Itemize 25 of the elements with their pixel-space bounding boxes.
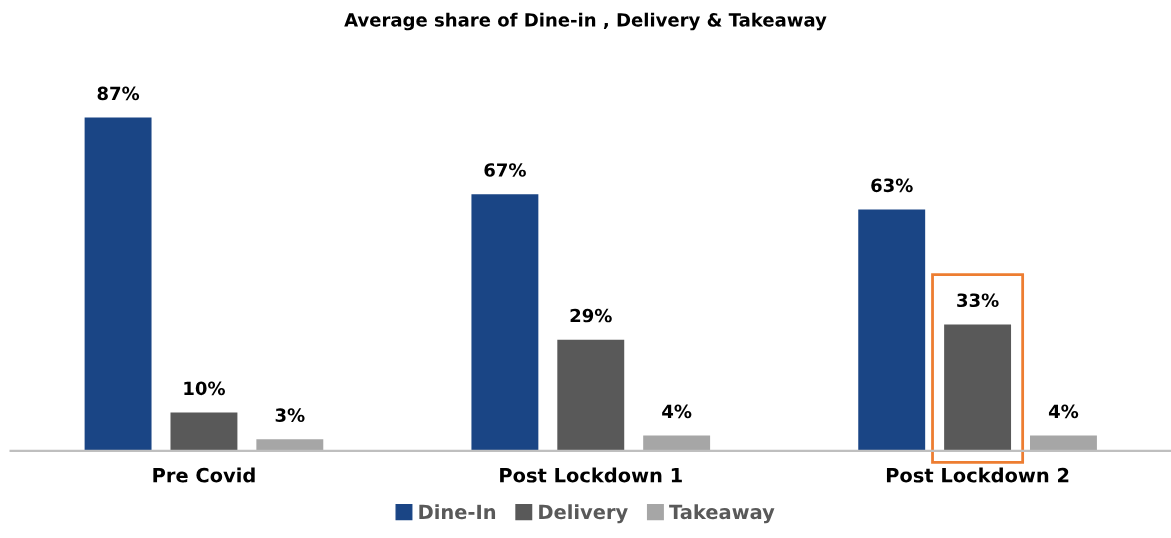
bar xyxy=(643,435,711,451)
bar xyxy=(170,412,238,451)
x-tick-label: Pre Covid xyxy=(153,467,255,483)
data-label: 29% xyxy=(570,308,612,323)
data-label: 4% xyxy=(1048,404,1079,419)
data-label: 67% xyxy=(484,163,526,177)
legend-label: Dine-In xyxy=(419,504,496,520)
data-label: 3% xyxy=(275,408,305,422)
x-tick-label: Post Lockdown 2 xyxy=(886,467,1069,483)
data-label: 4% xyxy=(662,404,692,419)
legend-label: Takeaway xyxy=(669,504,775,524)
data-label: 63% xyxy=(871,178,913,193)
bar xyxy=(944,324,1012,451)
bar xyxy=(471,194,539,451)
data-label: 87% xyxy=(97,86,140,101)
data-label: 33% xyxy=(957,293,999,308)
data-label: 10% xyxy=(184,381,225,396)
bar xyxy=(858,209,926,451)
bar xyxy=(557,339,625,451)
legend-label: Delivery xyxy=(539,504,628,524)
x-tick-label: Post Lockdown 1 xyxy=(500,467,682,483)
bar xyxy=(84,117,152,451)
chart-title: Average share of Dine-in , Delivery & Takeaway xyxy=(344,12,827,31)
bar xyxy=(256,439,324,451)
bar xyxy=(1030,435,1097,451)
